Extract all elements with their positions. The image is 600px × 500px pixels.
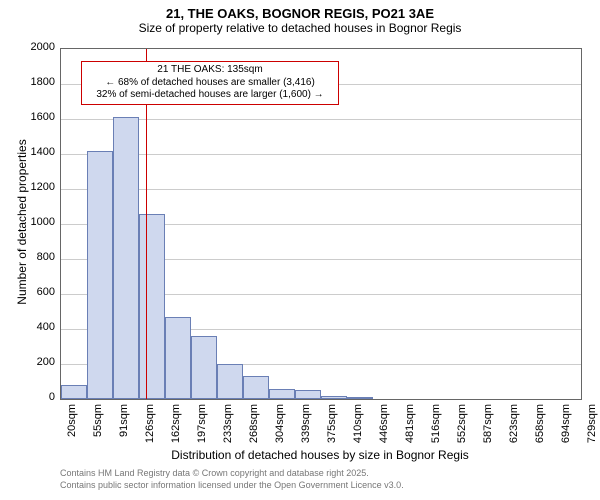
chart-container: 21, THE OAKS, BOGNOR REGIS, PO21 3AE Siz… <box>0 0 600 500</box>
plot-area: 21 THE OAKS: 135sqm← 68% of detached hou… <box>60 48 582 400</box>
x-tick-label: 410sqm <box>352 404 364 450</box>
x-tick-label: 162sqm <box>170 404 182 450</box>
x-tick-label: 729sqm <box>586 404 598 450</box>
chart-title: 21, THE OAKS, BOGNOR REGIS, PO21 3AE <box>0 0 600 21</box>
x-tick-label: 694sqm <box>560 404 572 450</box>
y-tick-label: 0 <box>15 391 55 403</box>
x-tick-label: 339sqm <box>300 404 312 450</box>
x-tick-label: 552sqm <box>456 404 468 450</box>
x-tick-label: 587sqm <box>482 404 494 450</box>
y-tick-label: 1000 <box>15 216 55 228</box>
callout-box: 21 THE OAKS: 135sqm← 68% of detached hou… <box>81 61 339 105</box>
gridline <box>61 189 581 190</box>
footer-attribution: Contains HM Land Registry data © Crown c… <box>60 468 404 491</box>
histogram-bar <box>113 117 139 399</box>
y-tick-label: 1600 <box>15 111 55 123</box>
y-tick-label: 1200 <box>15 181 55 193</box>
y-tick-label: 1400 <box>15 146 55 158</box>
x-tick-label: 197sqm <box>196 404 208 450</box>
histogram-bar <box>191 336 217 399</box>
x-tick-label: 446sqm <box>378 404 390 450</box>
y-tick-label: 200 <box>15 356 55 368</box>
callout-line: 21 THE OAKS: 135sqm <box>86 64 334 77</box>
x-tick-label: 481sqm <box>404 404 416 450</box>
footer-line-2: Contains public sector information licen… <box>60 480 404 492</box>
x-tick-label: 91sqm <box>118 404 130 450</box>
histogram-bar <box>243 376 269 399</box>
y-tick-label: 2000 <box>15 41 55 53</box>
x-axis-label: Distribution of detached houses by size … <box>60 448 580 462</box>
x-tick-label: 516sqm <box>430 404 442 450</box>
y-tick-label: 400 <box>15 321 55 333</box>
histogram-bar <box>165 317 191 399</box>
callout-line: ← 68% of detached houses are smaller (3,… <box>86 77 334 90</box>
histogram-bar <box>139 214 165 400</box>
histogram-bar <box>269 389 295 400</box>
footer-line-1: Contains HM Land Registry data © Crown c… <box>60 468 404 480</box>
gridline <box>61 119 581 120</box>
histogram-bar <box>321 396 347 400</box>
histogram-bar <box>295 390 321 399</box>
x-tick-label: 126sqm <box>144 404 156 450</box>
x-tick-label: 375sqm <box>326 404 338 450</box>
x-tick-label: 304sqm <box>274 404 286 450</box>
x-tick-label: 233sqm <box>222 404 234 450</box>
x-tick-label: 55sqm <box>92 404 104 450</box>
callout-line: 32% of semi-detached houses are larger (… <box>86 89 334 102</box>
histogram-bar <box>61 385 87 399</box>
x-tick-label: 658sqm <box>534 404 546 450</box>
histogram-bar <box>217 364 243 399</box>
y-tick-label: 600 <box>15 286 55 298</box>
x-tick-label: 268sqm <box>248 404 260 450</box>
gridline <box>61 154 581 155</box>
histogram-bar <box>347 397 373 399</box>
x-tick-label: 623sqm <box>508 404 520 450</box>
histogram-bar <box>87 151 113 400</box>
chart-subtitle: Size of property relative to detached ho… <box>0 21 600 39</box>
y-tick-label: 1800 <box>15 76 55 88</box>
y-tick-label: 800 <box>15 251 55 263</box>
x-tick-label: 20sqm <box>66 404 78 450</box>
